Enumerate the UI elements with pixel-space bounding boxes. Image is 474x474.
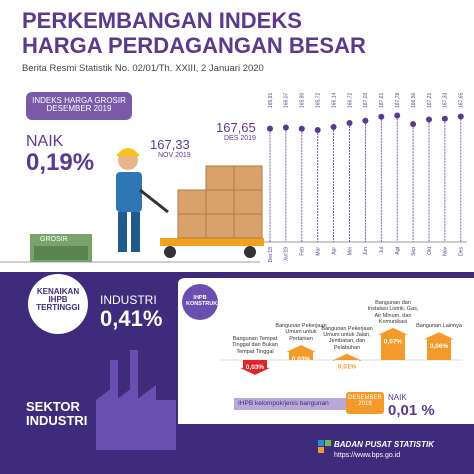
sector-change: 0,41%: [100, 306, 163, 331]
shop-sign: GROSIR: [40, 236, 68, 243]
wheel: [164, 246, 176, 258]
url: https://www.bps.go.id: [334, 452, 401, 459]
category-label: Bangunan dan Instalasi Listrik, Gas, Air…: [367, 299, 419, 325]
category-label: Bangunan Lainnya: [416, 323, 462, 330]
value-label: 167,78: [395, 92, 401, 108]
sector-name: INDUSTRI: [100, 293, 157, 307]
value-label: 167,33: [443, 92, 449, 108]
construction-panel: [178, 278, 474, 424]
dot: [330, 124, 337, 131]
construction-direction: NAIK: [388, 393, 407, 402]
dot: [441, 115, 448, 122]
industry-badge: KENAIKAN IHPB TERTINGGI: [36, 287, 80, 312]
nov-value: 167,33: [150, 137, 190, 152]
value-label: 166,72: [347, 92, 353, 108]
category-label: Jul: [379, 247, 385, 253]
value-label: 167,03: [363, 92, 369, 108]
subtitle: Berita Resmi Statistik No. 02/01/Th. XXI…: [22, 63, 264, 74]
worker-leg: [118, 212, 127, 252]
category-label: Bangunan Tempat Tinggal dan Bukan Tempat…: [232, 336, 278, 355]
dot: [410, 121, 417, 128]
category-label: Sep: [411, 247, 417, 256]
category-label: Jan'19: [284, 247, 290, 262]
title: PERKEMBANGAN INDEKS: [22, 8, 302, 33]
dot: [394, 112, 401, 119]
dot: [378, 113, 385, 120]
value-label: 165,90: [300, 92, 306, 108]
period-badge: [346, 392, 384, 414]
category-label: Bangunan Pekerjaan Umum untuk Jalan, Jem…: [321, 325, 373, 351]
ihpb-badge: [182, 284, 218, 320]
jack-handle: [139, 188, 169, 214]
org: BADAN PUSAT STATISTIK: [334, 440, 434, 449]
badge: INDEKS HARGA GROSIR DESEMBER 2019: [32, 96, 126, 113]
value-label: 0,07%: [384, 339, 403, 346]
badge-circle: [28, 274, 88, 334]
category-label: Mei: [347, 247, 353, 255]
dot: [298, 125, 305, 132]
worker-leg: [131, 212, 140, 252]
chart-title: IHPB KONSTRUKSI: [186, 295, 223, 307]
worker-body: [116, 172, 142, 212]
dot: [457, 113, 464, 120]
category-label: Bangunan Pekerjaan Umum untuk Pertanian: [275, 323, 327, 342]
value-label: 0,03%: [292, 356, 311, 363]
nov-label: NOV 2019: [158, 152, 191, 159]
category-label: Mar: [316, 247, 322, 256]
dec-value: 167,65: [216, 120, 256, 135]
bar: [240, 360, 270, 375]
value-label: 0,01%: [338, 364, 357, 371]
category-label: Des: [459, 247, 465, 256]
bar: [424, 332, 454, 360]
category-label: Nov: [443, 247, 449, 256]
dot: [346, 119, 353, 126]
value-label: 165,72: [316, 92, 322, 108]
dot: [426, 116, 432, 123]
logo: [318, 440, 331, 453]
category-label: Feb: [300, 247, 306, 256]
wheel: [244, 246, 256, 258]
dot: [282, 124, 289, 131]
note-bar: [234, 398, 346, 410]
dot: [267, 125, 273, 132]
badge-bg: [26, 92, 132, 120]
boxes: [177, 165, 263, 239]
construction-period: DESEMBER 2019: [348, 395, 382, 407]
direction: NAIK: [26, 133, 64, 150]
bar: [332, 353, 362, 361]
hard-hat: [116, 148, 140, 156]
category-label: Apr: [331, 247, 337, 255]
value-label: 166,07: [284, 92, 290, 108]
bar: [286, 345, 316, 360]
construction-note: IHPB kelompok/jenis bangunan: [238, 400, 329, 407]
value-label: 166,14: [331, 92, 337, 108]
value-label: 166,56: [411, 92, 417, 108]
dot: [362, 117, 369, 124]
dot: [314, 126, 321, 133]
construction-change: 0,01 %: [388, 402, 435, 419]
value-label: 167,21: [427, 92, 433, 108]
value-label: 167,65: [459, 92, 465, 108]
category-label: Okt: [427, 246, 433, 254]
title: HARGA PERDAGANGAN BESAR: [22, 33, 366, 58]
category-label: Jun: [363, 247, 369, 255]
category-label: Agt: [395, 246, 401, 254]
value-label: 165,91: [268, 92, 274, 108]
shop-window: [34, 246, 88, 260]
value-label: 167,61: [379, 92, 385, 108]
category-label: Des'18: [268, 247, 274, 263]
bar: [378, 327, 408, 360]
dec-label: DES 2019: [224, 135, 256, 142]
sector-footer: SEKTOR INDUSTRI: [26, 399, 88, 429]
factory: [96, 350, 176, 450]
value-label: 0,06%: [430, 343, 449, 350]
change: 0,19%: [26, 149, 95, 176]
value-label: 0,03%: [246, 364, 265, 371]
pallet-jack: [160, 238, 264, 246]
